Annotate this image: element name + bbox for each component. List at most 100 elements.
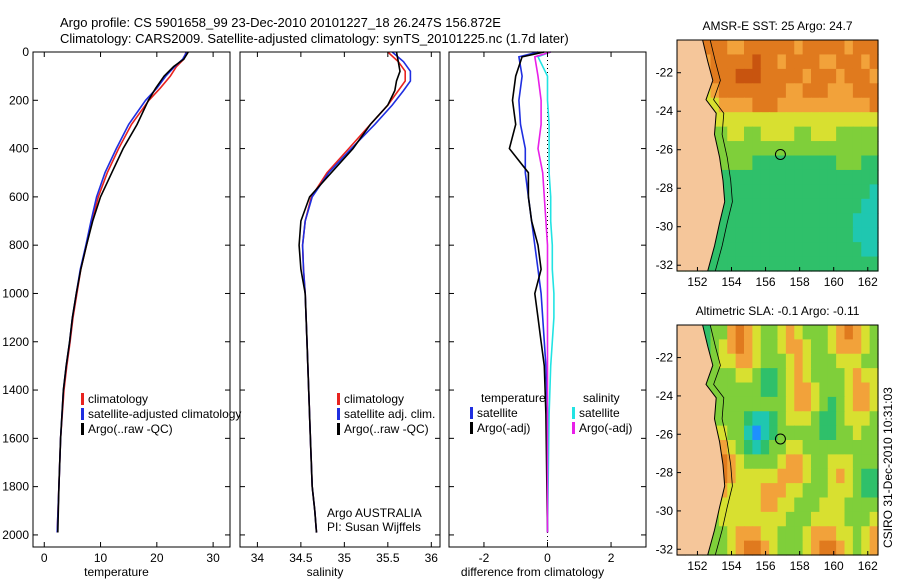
heatmap-cell xyxy=(710,353,720,369)
heatmap-cell xyxy=(718,540,728,556)
heatmap-cell xyxy=(844,227,854,243)
y-tick-label: 1800 xyxy=(2,480,29,494)
heatmap-cell xyxy=(811,511,820,527)
heatmap-cell xyxy=(794,325,804,340)
heatmap-cell xyxy=(727,198,737,214)
series-line-difference-0 xyxy=(517,51,549,533)
heatmap-cell xyxy=(702,40,712,56)
heatmap-cell xyxy=(718,256,728,272)
heatmap-cell xyxy=(785,540,795,556)
heatmap-cell xyxy=(861,54,871,70)
heatmap-cell xyxy=(785,325,795,340)
heatmap-cell xyxy=(710,368,720,384)
heatmap-cell xyxy=(785,126,795,142)
heatmap-cell xyxy=(836,141,846,157)
heatmap-cell xyxy=(785,169,795,185)
heatmap-cell xyxy=(710,256,720,272)
heatmap-cell xyxy=(869,454,879,470)
heatmap-cell xyxy=(785,213,795,229)
heatmap-cell xyxy=(869,184,879,200)
heatmap-cell xyxy=(811,68,820,84)
heatmap-cell xyxy=(760,454,770,470)
heatmap-cell xyxy=(852,526,862,542)
heatmap-cell xyxy=(827,227,837,243)
heatmap-cell xyxy=(861,540,871,556)
heatmap-cell xyxy=(861,83,871,99)
heatmap-cell xyxy=(836,112,846,128)
heatmap-cell xyxy=(811,227,820,243)
map-x-tick-label: 152 xyxy=(687,559,707,573)
heatmap-cell xyxy=(802,54,812,70)
heatmap-cell xyxy=(844,213,854,229)
heatmap-cell xyxy=(769,382,779,398)
heatmap-cell xyxy=(752,126,762,142)
heatmap-cell xyxy=(827,382,837,398)
pi-label: PI: Susan Wijffels xyxy=(327,520,421,534)
map-y-tick-label: -22 xyxy=(656,66,674,80)
shelf-contour xyxy=(709,39,733,272)
heatmap-cell xyxy=(852,112,862,128)
heatmap-cell xyxy=(785,411,795,427)
heatmap-cell xyxy=(827,339,837,355)
heatmap-cell xyxy=(735,213,745,229)
heatmap-cell xyxy=(861,198,871,214)
map-frame-sst-map xyxy=(676,39,879,272)
heatmap-cell xyxy=(802,198,812,214)
heatmap-cell xyxy=(727,454,737,470)
heatmap-cell xyxy=(844,198,854,214)
map-y-tick-label: -32 xyxy=(656,258,674,272)
heatmap-cell xyxy=(827,411,837,427)
heatmap-cell xyxy=(785,184,795,200)
heatmap-cell xyxy=(869,83,879,99)
heatmap-cell xyxy=(744,54,753,70)
heatmap-cell xyxy=(777,97,787,113)
heatmap-cell xyxy=(760,425,770,441)
heatmap-cell xyxy=(811,242,820,258)
heatmap-cell xyxy=(811,83,820,99)
heatmap-cell xyxy=(827,213,837,229)
heatmap-cell xyxy=(744,339,753,355)
heatmap-cell xyxy=(752,396,762,412)
heatmap-cell xyxy=(785,425,795,441)
heatmap-cell xyxy=(869,511,879,527)
heatmap-cell xyxy=(760,54,770,70)
legend-swatch xyxy=(572,422,575,434)
heatmap-cell xyxy=(827,454,837,470)
heatmap-cell xyxy=(852,68,862,84)
heatmap-cell xyxy=(811,169,820,185)
heatmap-cell xyxy=(819,440,829,455)
heatmap-cell xyxy=(844,155,854,171)
heatmap-cell xyxy=(844,483,854,499)
heatmap-cell xyxy=(844,68,854,84)
heatmap-cell xyxy=(844,54,854,70)
heatmap-cell xyxy=(785,483,795,499)
float-position-marker xyxy=(774,148,786,160)
map-y-tick-label: -30 xyxy=(656,504,674,518)
heatmap-cell xyxy=(760,468,770,484)
heatmap-cell xyxy=(769,497,779,513)
heatmap-cell xyxy=(844,256,854,272)
heatmap-cell xyxy=(852,227,862,243)
heatmap-cell xyxy=(836,454,846,470)
heatmap-cell xyxy=(827,112,837,128)
heatmap-cell xyxy=(827,483,837,499)
legend-title-salinity: salinity xyxy=(583,391,620,405)
heatmap-cell xyxy=(777,112,787,128)
heatmap-cell xyxy=(752,497,762,513)
heatmap-cell xyxy=(827,468,837,484)
heatmap-cell xyxy=(811,54,820,70)
heatmap-cell xyxy=(861,155,871,171)
heatmap-cell xyxy=(752,40,762,56)
land-mask xyxy=(676,39,726,272)
map-x-tick-label: 162 xyxy=(858,559,878,573)
heatmap-cell xyxy=(802,526,812,542)
heatmap-cell xyxy=(752,325,762,340)
heatmap-cell xyxy=(777,256,787,272)
heatmap-cell xyxy=(744,83,753,99)
heatmap-cell xyxy=(710,382,720,398)
heatmap-cell xyxy=(702,325,712,340)
heatmap-cell xyxy=(869,242,879,258)
legend-entry: Argo(..raw -QC) xyxy=(88,422,173,436)
heatmap-cell xyxy=(861,256,871,272)
shelf-contour xyxy=(709,324,733,556)
